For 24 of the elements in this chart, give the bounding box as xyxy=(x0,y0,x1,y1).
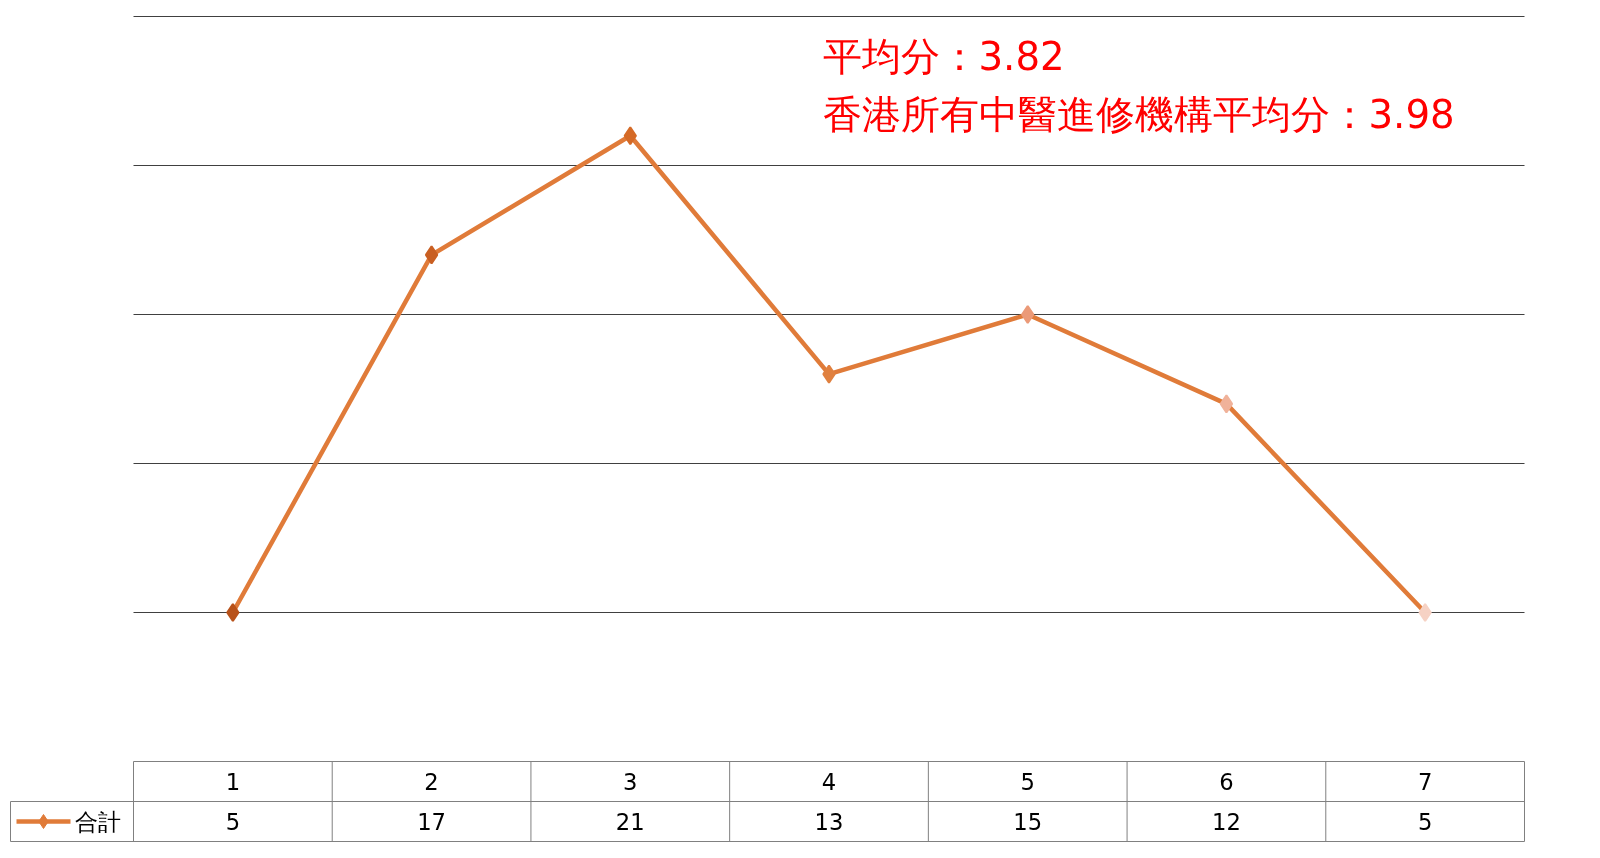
data-label: 15 xyxy=(1013,809,1043,835)
data-label: 21 xyxy=(615,809,645,835)
x-tick-label: 4 xyxy=(821,769,837,795)
data-label: 17 xyxy=(417,809,446,835)
point xyxy=(623,126,637,146)
x-tick-label: 7 xyxy=(1417,769,1433,795)
annotation: 平均分：3.82 xyxy=(822,34,1065,79)
point xyxy=(1418,603,1432,622)
x-tick-label: 3 xyxy=(623,769,638,795)
point xyxy=(1219,394,1234,414)
x-tick-label: 1 xyxy=(225,769,241,795)
point xyxy=(822,364,836,384)
x-tick-label: 6 xyxy=(1219,769,1234,795)
x-tick-label: 2 xyxy=(424,769,439,795)
data-label: 5 xyxy=(225,809,241,835)
data-label: 13 xyxy=(814,809,844,835)
point xyxy=(226,603,240,622)
x-tick-label: 5 xyxy=(1020,769,1035,795)
point xyxy=(424,245,439,265)
point xyxy=(1021,305,1035,324)
data-label: 5 xyxy=(1417,809,1433,835)
data-label: 12 xyxy=(1212,809,1241,835)
annotation: 香港所有中醫進修機構平均分：3.98 xyxy=(822,92,1455,137)
legend-label: 合計 xyxy=(74,808,121,835)
